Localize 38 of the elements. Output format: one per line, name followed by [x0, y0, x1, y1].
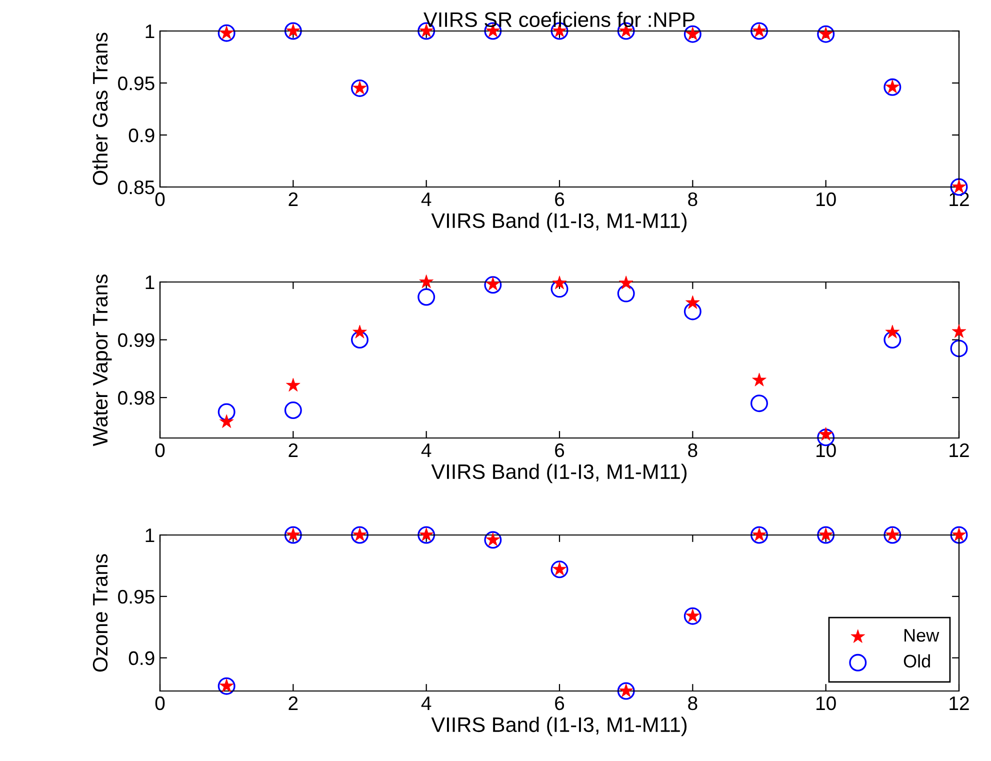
legend-label: Old — [904, 654, 930, 668]
y-tick-label: 1 — [146, 528, 154, 542]
y-tick-label: 0.95 — [118, 590, 154, 604]
x-axis-title: VIIRS Band (I1-I3, M1-M11) — [431, 212, 687, 232]
x-tick-label: 0 — [155, 192, 165, 206]
x-tick-label: 8 — [688, 192, 698, 206]
x-tick-label: 4 — [421, 192, 432, 206]
y-tick-label: 1 — [146, 24, 154, 38]
y-tick-label: 1 — [146, 276, 154, 290]
y-tick-label: 0.98 — [118, 391, 154, 405]
x-tick-label: 10 — [816, 696, 836, 710]
x-tick-label: 12 — [950, 696, 969, 710]
x-tick-label: 2 — [288, 443, 298, 457]
y-axis-title: Ozone Trans — [92, 554, 108, 672]
x-tick-label: 8 — [688, 696, 698, 710]
y-axis-title: Other Gas Trans — [92, 32, 108, 186]
legend-label: New — [904, 629, 940, 642]
y-tick-label: 0.9 — [128, 128, 154, 142]
x-tick-label: 2 — [288, 696, 298, 710]
y-tick-label: 0.95 — [118, 76, 154, 90]
x-tick-label: 8 — [688, 443, 698, 458]
x-tick-label: 2 — [288, 192, 298, 206]
x-tick-label: 4 — [421, 444, 432, 457]
x-axis-title: VIIRS Band (I1-I3, M1-M11) — [431, 716, 687, 736]
x-tick-label: 4 — [421, 696, 432, 710]
x-tick-label: 6 — [555, 443, 564, 458]
x-tick-label: 6 — [555, 192, 564, 206]
x-axis-title: VIIRS Band (I1-I3, M1-M11) — [431, 464, 687, 484]
y-tick-label: 0.85 — [118, 180, 154, 194]
x-tick-label: 0 — [155, 696, 165, 710]
x-tick-label: 10 — [816, 192, 836, 206]
chart-title: VIIRS SR coeficiens for :NPP — [424, 12, 694, 28]
x-tick-label: 0 — [155, 443, 165, 458]
y-axis-title: Water Vapor Trans — [93, 274, 112, 446]
y-tick-label: 0.9 — [128, 651, 154, 666]
y-tick-label: 0.99 — [118, 333, 154, 348]
x-tick-label: 12 — [950, 443, 969, 457]
x-tick-label: 6 — [555, 696, 564, 710]
